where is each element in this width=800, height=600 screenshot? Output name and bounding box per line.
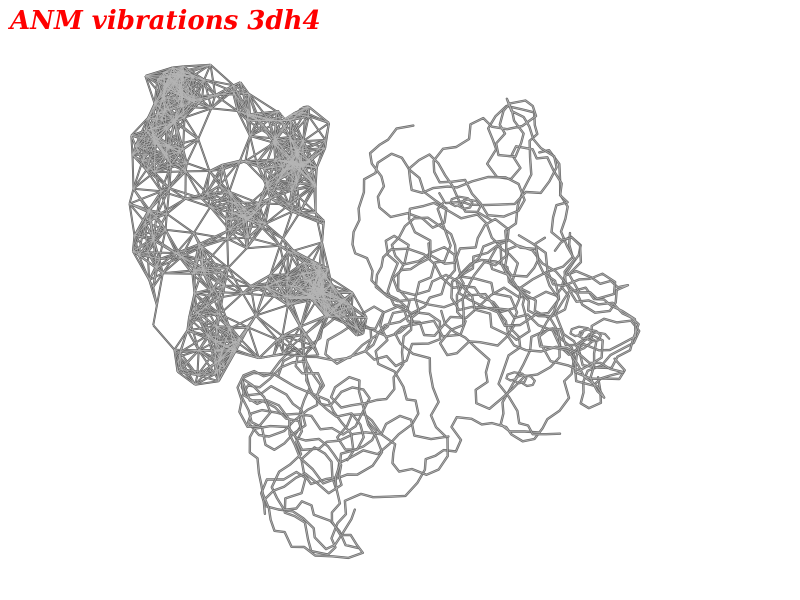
page-title: ANM vibrations 3dh4 <box>10 6 321 36</box>
anm-elastic-network-mesh <box>128 63 368 386</box>
protein-backbone-trace <box>236 97 641 560</box>
